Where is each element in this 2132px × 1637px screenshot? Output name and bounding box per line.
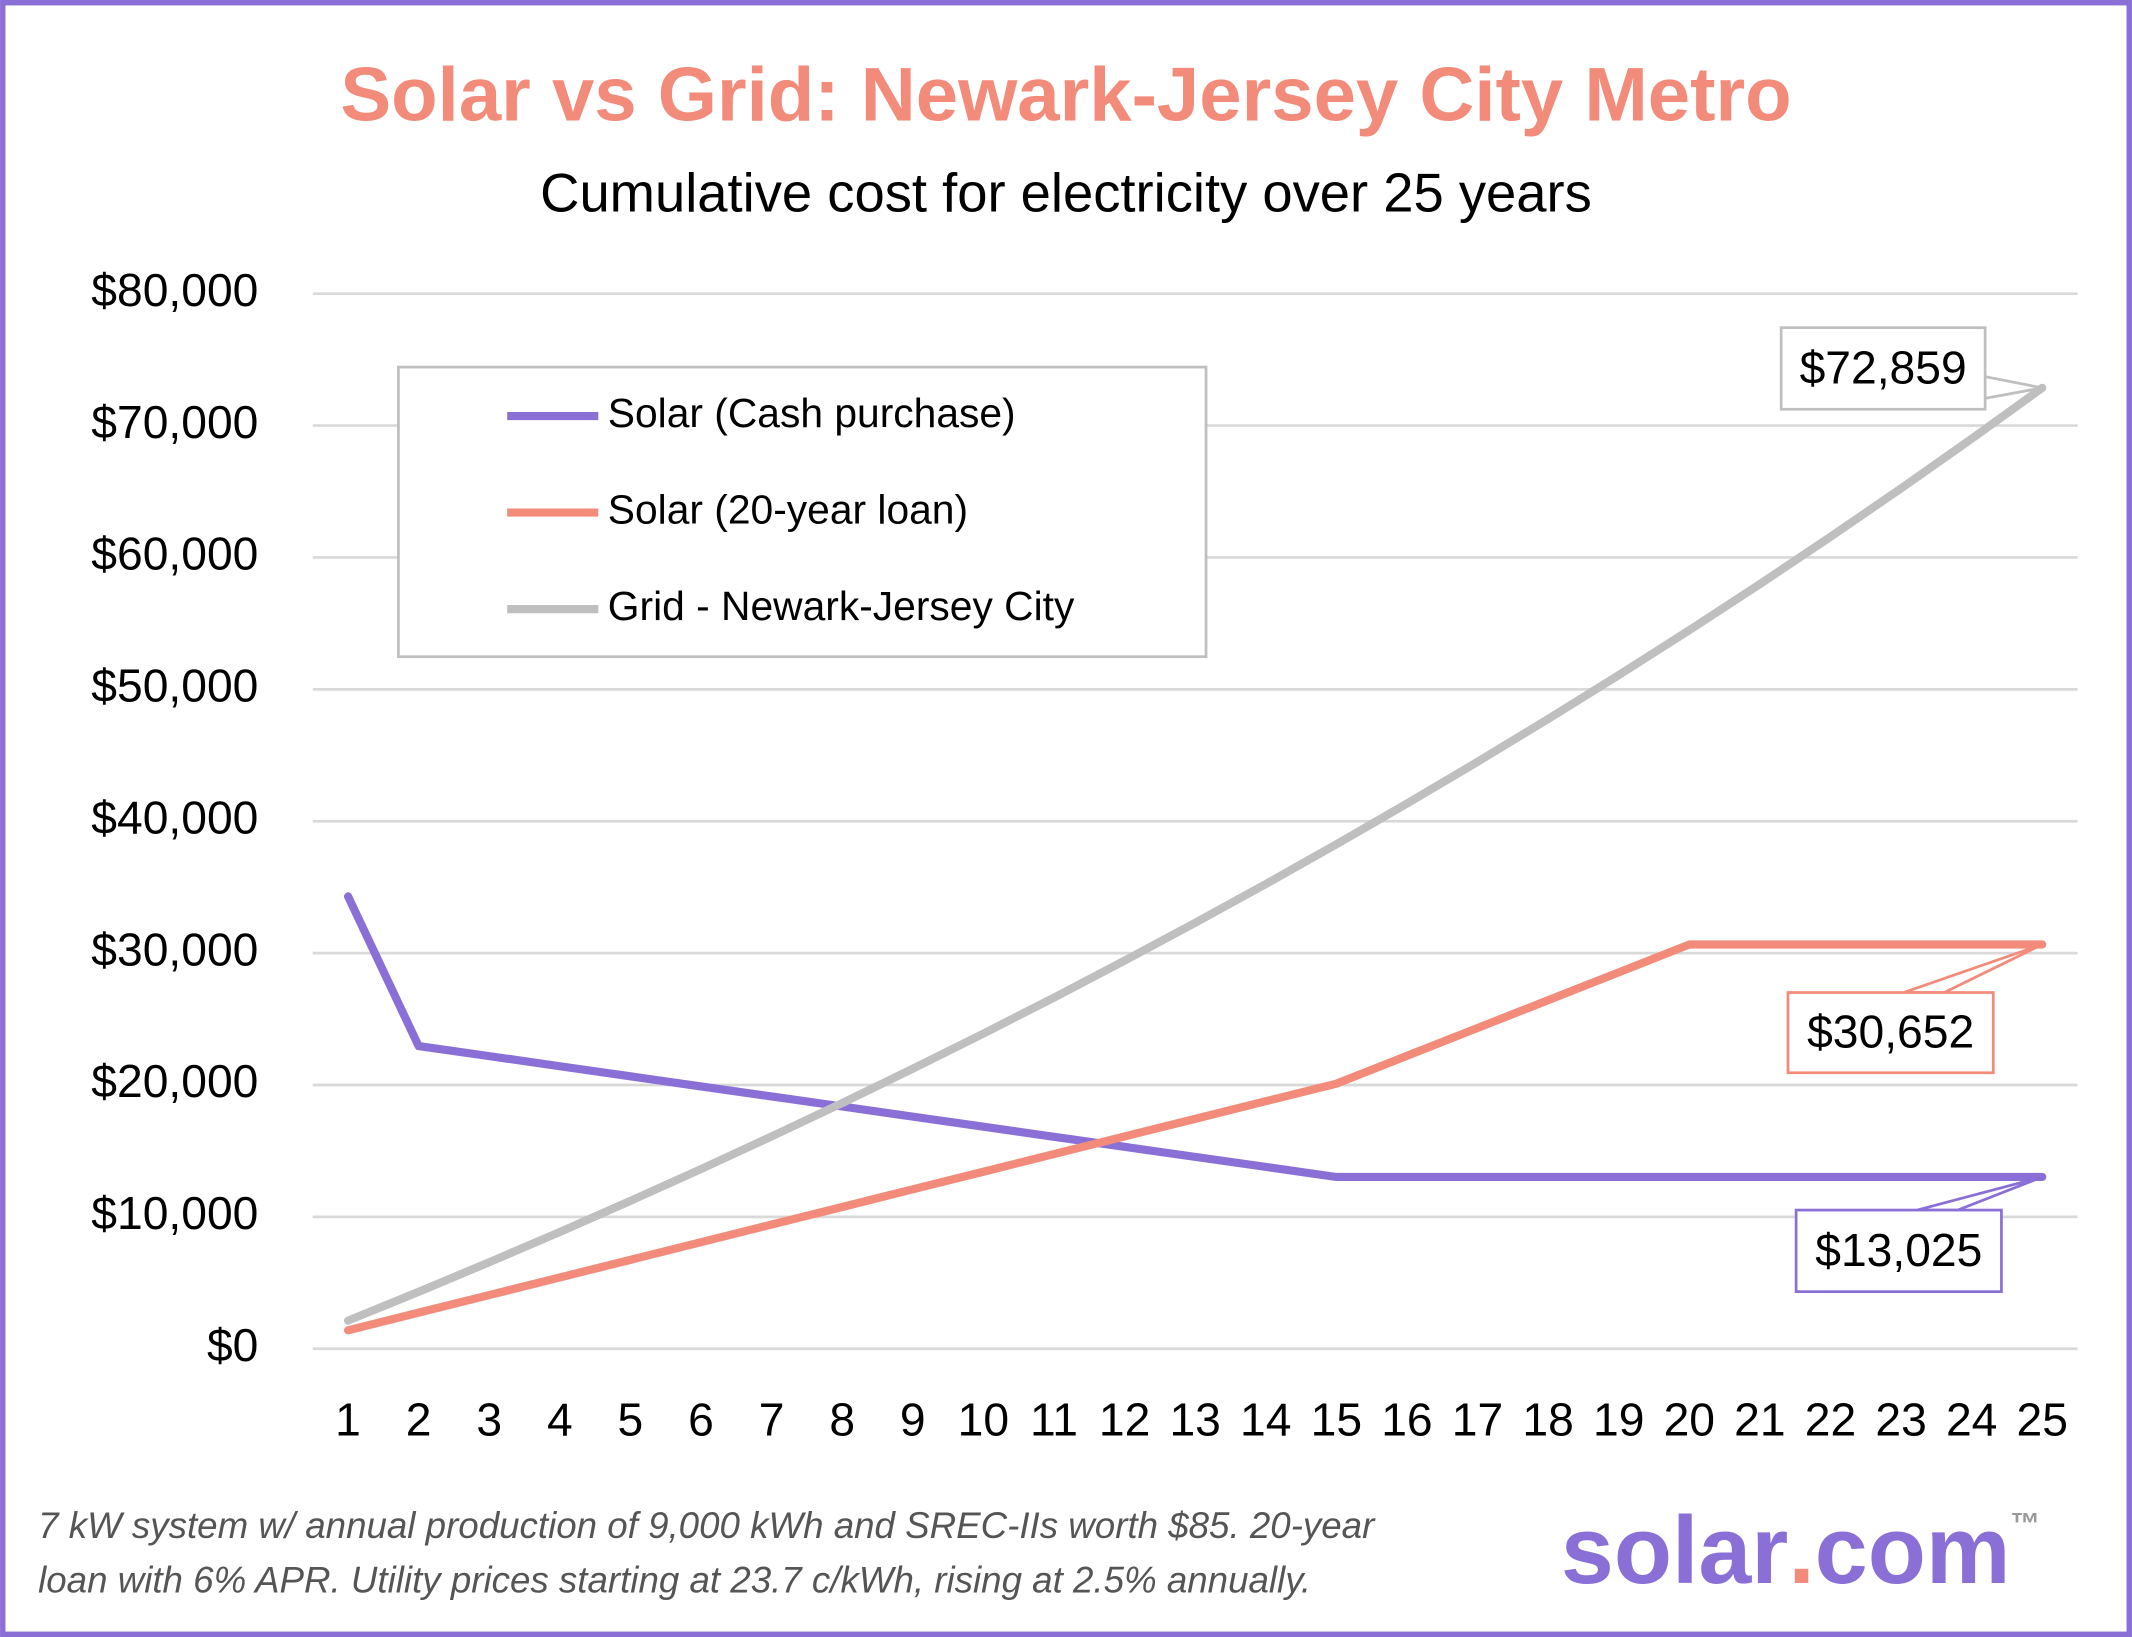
x-tick-label: 11 [1030, 1394, 1078, 1446]
logo: solar.com™ [1561, 1498, 2040, 1604]
callout-box [1794, 1208, 2003, 1294]
x-tick-label: 7 [759, 1394, 785, 1446]
x-tick-label: 4 [547, 1394, 573, 1446]
logo-mark: ™ [2010, 1507, 2040, 1540]
x-tick-label: 22 [1805, 1394, 1856, 1446]
x-tick-label: 15 [1311, 1394, 1362, 1446]
x-tick-label: 20 [1664, 1394, 1715, 1446]
legend-label: Solar (20-year loan) [608, 486, 968, 532]
x-tick-label: 2 [406, 1394, 432, 1446]
y-tick-label: $50,000 [91, 660, 258, 712]
x-tick-label: 9 [900, 1394, 926, 1446]
series-line [343, 940, 2047, 1335]
chart-subtitle: Cumulative cost for electricity over 25 … [540, 163, 1592, 224]
x-tick-label: 25 [2017, 1394, 2068, 1446]
logo-dot: . [1788, 1498, 1814, 1604]
x-tick-label: 8 [829, 1394, 855, 1446]
footnote: loan with 6% APR. Utility prices startin… [38, 1559, 1311, 1600]
series-line [343, 383, 2047, 1325]
x-tick-label: 16 [1381, 1394, 1432, 1446]
x-tick-label: 17 [1452, 1394, 1503, 1446]
x-tick-label: 14 [1240, 1394, 1291, 1446]
x-tick-label: 3 [476, 1394, 502, 1446]
y-tick-label: $10,000 [91, 1187, 258, 1239]
legend-label: Solar (Cash purchase) [608, 390, 1016, 436]
callout-box [1786, 991, 1995, 1075]
callout-box [1779, 326, 1987, 411]
x-tick-label: 5 [618, 1394, 644, 1446]
x-tick-label: 1 [335, 1394, 361, 1446]
legend-label: Grid - Newark-Jersey City [608, 583, 1075, 629]
x-tick-label: 6 [688, 1394, 714, 1446]
x-tick-label: 12 [1099, 1394, 1150, 1446]
x-tick-label: 13 [1169, 1394, 1220, 1446]
series-line [343, 892, 2047, 1182]
y-tick-label: $60,000 [91, 528, 258, 580]
chart-title: Solar vs Grid: Newark-Jersey City Metro [340, 53, 1791, 138]
data-label: $30,652 [1807, 1006, 1974, 1058]
y-tick-label: $80,000 [91, 264, 258, 316]
y-tick-label: $70,000 [91, 396, 258, 448]
x-tick-label: 10 [958, 1394, 1009, 1446]
logo-name: solar [1561, 1498, 1788, 1604]
x-tick-label: 18 [1522, 1394, 1573, 1446]
x-tick-label: 24 [1946, 1394, 1997, 1446]
y-tick-label: $20,000 [91, 1055, 258, 1107]
y-tick-label: $30,000 [91, 923, 258, 975]
x-tick-label: 21 [1734, 1394, 1785, 1446]
data-label: $13,025 [1815, 1224, 1982, 1276]
y-tick-label: $0 [207, 1319, 258, 1371]
footnote: 7 kW system w/ annual production of 9,00… [38, 1505, 1376, 1546]
data-label: $72,859 [1800, 341, 1967, 393]
y-tick-label: $40,000 [91, 791, 258, 843]
x-tick-label: 19 [1593, 1394, 1644, 1446]
logo-domain: com [1815, 1498, 2011, 1604]
x-tick-label: 23 [1875, 1394, 1926, 1446]
